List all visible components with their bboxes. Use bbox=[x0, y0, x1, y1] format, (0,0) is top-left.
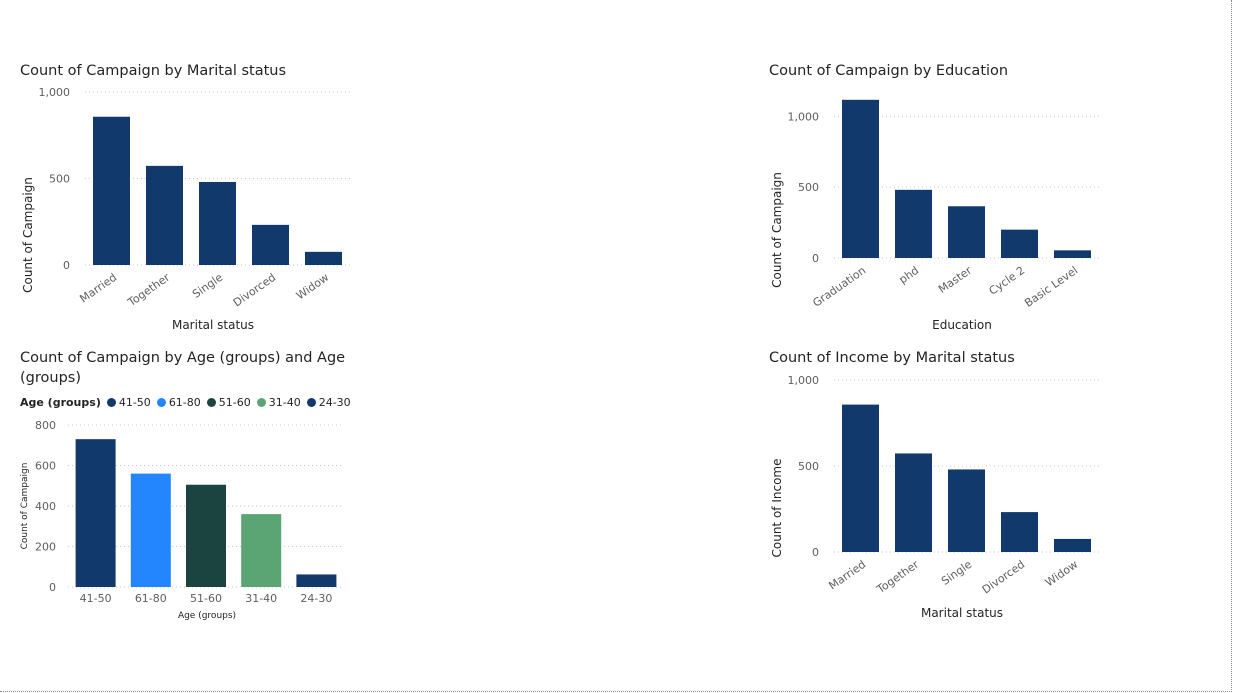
bar[interactable] bbox=[296, 574, 337, 587]
y-axis-title: Count of Income bbox=[770, 459, 784, 558]
x-tick-label: Together bbox=[874, 558, 922, 597]
y-tick-label: 500 bbox=[49, 173, 70, 186]
bar[interactable] bbox=[895, 189, 932, 258]
x-tick-label: Divorced bbox=[980, 558, 1027, 597]
y-tick-label: 0 bbox=[812, 546, 819, 559]
legend-swatch bbox=[106, 398, 116, 407]
bar[interactable] bbox=[130, 473, 171, 587]
x-tick-label: Cycle 2 bbox=[987, 264, 1028, 298]
chart-title: Count of Income by Marital status bbox=[769, 350, 1015, 366]
bar[interactable] bbox=[948, 206, 985, 258]
bar[interactable] bbox=[199, 181, 236, 265]
y-axis-title: Count of Campaign bbox=[20, 463, 30, 550]
chart-marital-visual[interactable]: Count of Campaign by Marital status Coun… bbox=[10, 55, 370, 340]
bar[interactable] bbox=[842, 404, 879, 552]
x-tick-label: Widow bbox=[294, 271, 331, 303]
chart-income-svg: Count of Income Marital status 0 500 1,000… bbox=[770, 374, 1099, 620]
legend-item[interactable]: 24-30 bbox=[306, 396, 351, 409]
x-axis-title: Age (groups) bbox=[178, 611, 236, 621]
x-tick-label: 51-60 bbox=[190, 592, 222, 605]
x-tick-label: Widow bbox=[1043, 558, 1080, 590]
chart-title: Count of Campaign by Age (groups) and Ag… bbox=[20, 350, 346, 386]
bar[interactable] bbox=[1054, 538, 1091, 552]
chart-age-visual[interactable]: Count of Campaign by Age (groups) and Ag… bbox=[10, 342, 370, 627]
x-tick-label: Graduation bbox=[810, 264, 868, 310]
x-tick-label: phd bbox=[897, 264, 922, 287]
y-tick-label: 0 bbox=[812, 252, 819, 265]
bar[interactable] bbox=[241, 514, 282, 587]
legend-label: 61-80 bbox=[168, 396, 201, 409]
legend-title: Age (groups) bbox=[20, 396, 101, 409]
chart-title: Count of Campaign by Education bbox=[769, 63, 1009, 79]
canvas-border-bottom bbox=[0, 691, 1232, 692]
legend-swatch bbox=[306, 398, 316, 407]
y-tick-label: 500 bbox=[798, 460, 819, 473]
legend-label: 24-30 bbox=[318, 396, 351, 409]
x-axis-title: Education bbox=[932, 318, 992, 332]
bar[interactable] bbox=[186, 484, 226, 587]
bar[interactable] bbox=[146, 165, 183, 265]
x-tick-label: 61-80 bbox=[135, 592, 167, 605]
x-tick-label: 24-30 bbox=[300, 592, 332, 605]
legend-swatch bbox=[156, 398, 166, 407]
bar[interactable] bbox=[895, 453, 932, 552]
x-axis-title: Marital status bbox=[172, 318, 254, 332]
x-tick-label: 41-50 bbox=[80, 592, 112, 605]
x-axis-title: Marital status bbox=[921, 606, 1003, 620]
bar[interactable] bbox=[1054, 250, 1091, 258]
y-axis-title: Count of Campaign bbox=[21, 177, 35, 293]
y-axis-title: Count of Campaign bbox=[770, 172, 784, 288]
bar[interactable] bbox=[305, 251, 342, 265]
chart-education-visual[interactable]: Count of Campaign by Education Count of … bbox=[759, 55, 1119, 340]
chart-education-svg: Count of Campaign Education 0 500 1,000 Gra… bbox=[770, 99, 1099, 332]
legend-item[interactable]: 51-60 bbox=[206, 396, 251, 409]
bar[interactable] bbox=[1001, 229, 1038, 258]
x-tick-label: Master bbox=[936, 264, 975, 296]
legend-label: 41-50 bbox=[118, 396, 151, 409]
canvas-border-right bbox=[1231, 0, 1232, 692]
x-tick-label: Divorced bbox=[231, 271, 278, 310]
bar[interactable] bbox=[252, 224, 289, 265]
y-tick-label: 500 bbox=[798, 181, 819, 194]
x-tick-label: Single bbox=[190, 271, 225, 301]
x-tick-label: Single bbox=[939, 558, 974, 588]
x-tick-label: Basic Level bbox=[1022, 264, 1080, 310]
x-tick-label: Married bbox=[77, 271, 119, 306]
y-tick-label: 600 bbox=[35, 460, 56, 473]
y-tick-label: 1,000 bbox=[788, 374, 820, 387]
legend-swatch bbox=[256, 398, 266, 407]
x-tick-label: Married bbox=[826, 558, 868, 593]
legend-item[interactable]: 41-50 bbox=[106, 396, 151, 409]
legend-label: 51-60 bbox=[218, 396, 251, 409]
y-tick-label: 200 bbox=[35, 541, 56, 554]
legend-item[interactable]: 61-80 bbox=[156, 396, 201, 409]
chart-age-svg: Count of Campaign Age (groups) 0 200 400 60… bbox=[20, 419, 344, 621]
y-tick-label: 400 bbox=[35, 500, 56, 513]
legend-swatch bbox=[206, 398, 216, 407]
bar[interactable] bbox=[93, 116, 130, 265]
y-tick-label: 0 bbox=[63, 259, 70, 272]
chart-marital-svg: Count of Campaign Marital status 0 500 1,0… bbox=[21, 86, 350, 332]
bar[interactable] bbox=[948, 469, 985, 552]
y-tick-label: 800 bbox=[35, 419, 56, 432]
chart-legend: Age (groups) 41-50 61-80 51-60 31-40 24-… bbox=[20, 396, 357, 409]
y-tick-label: 1,000 bbox=[39, 86, 71, 99]
legend-item[interactable]: 31-40 bbox=[256, 396, 301, 409]
bar[interactable] bbox=[842, 99, 879, 259]
y-tick-label: 0 bbox=[49, 581, 56, 594]
bar[interactable] bbox=[75, 439, 116, 587]
x-tick-label: 31-40 bbox=[245, 592, 277, 605]
chart-income-visual[interactable]: Count of Income by Marital status Count … bbox=[759, 342, 1119, 627]
legend-label: 31-40 bbox=[268, 396, 301, 409]
x-tick-label: Together bbox=[125, 271, 173, 310]
bar[interactable] bbox=[1001, 512, 1038, 552]
y-tick-label: 1,000 bbox=[788, 110, 820, 123]
chart-title: Count of Campaign by Marital status bbox=[20, 63, 287, 79]
